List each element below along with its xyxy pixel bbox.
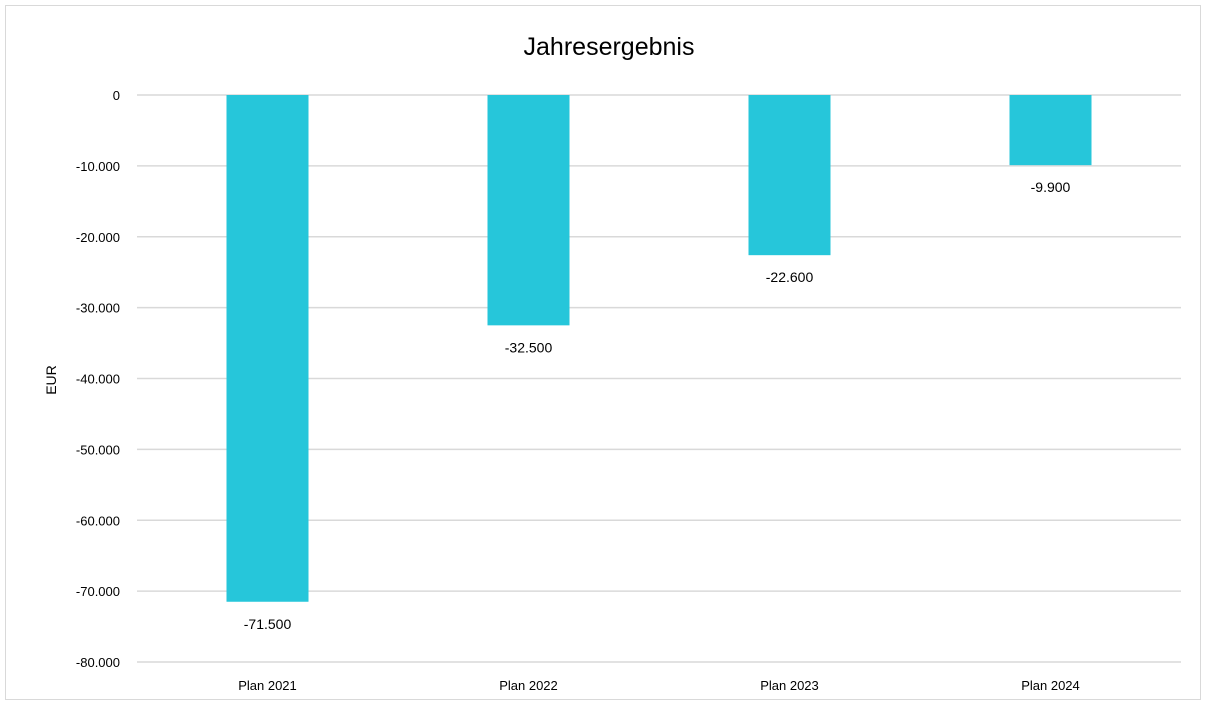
x-tick-label: Plan 2022 bbox=[499, 678, 558, 693]
data-label: -71.500 bbox=[244, 616, 292, 632]
y-tick-label: -70.000 bbox=[76, 584, 120, 599]
gridlines bbox=[137, 94, 1181, 663]
y-tick-label: -80.000 bbox=[76, 655, 120, 670]
y-tick-label: -20.000 bbox=[76, 230, 120, 245]
bar bbox=[748, 95, 831, 256]
data-label: -32.500 bbox=[505, 339, 553, 355]
chart-title: Jahresergebnis bbox=[524, 33, 695, 61]
y-tick-label: -10.000 bbox=[76, 159, 120, 174]
y-axis-title: EUR bbox=[43, 365, 59, 395]
data-label: -9.900 bbox=[1031, 179, 1071, 195]
x-tick-label: Plan 2023 bbox=[760, 678, 819, 693]
y-tick-label: -30.000 bbox=[76, 301, 120, 316]
data-labels: -71.500 -32.500 -22.600 -9.900 bbox=[244, 179, 1071, 632]
data-label: -22.600 bbox=[766, 269, 814, 285]
y-tick-label: -60.000 bbox=[76, 513, 120, 528]
y-axis-tick-labels: 0 -10.000 -20.000 -30.000 -40.000 -50.000 -60.… bbox=[76, 88, 120, 670]
x-tick-label: Plan 2021 bbox=[238, 678, 297, 693]
chart-frame bbox=[5, 5, 1201, 700]
x-tick-label: Plan 2024 bbox=[1021, 678, 1080, 693]
y-tick-label: 0 bbox=[113, 88, 120, 103]
bar bbox=[226, 95, 309, 602]
bar bbox=[1009, 95, 1092, 166]
x-axis-tick-labels: Plan 2021 Plan 2022 Plan 2023 Plan 2024 bbox=[238, 678, 1080, 693]
bar bbox=[487, 95, 570, 326]
bars bbox=[226, 95, 1092, 602]
y-tick-label: -50.000 bbox=[76, 442, 120, 457]
y-tick-label: -40.000 bbox=[76, 372, 120, 387]
